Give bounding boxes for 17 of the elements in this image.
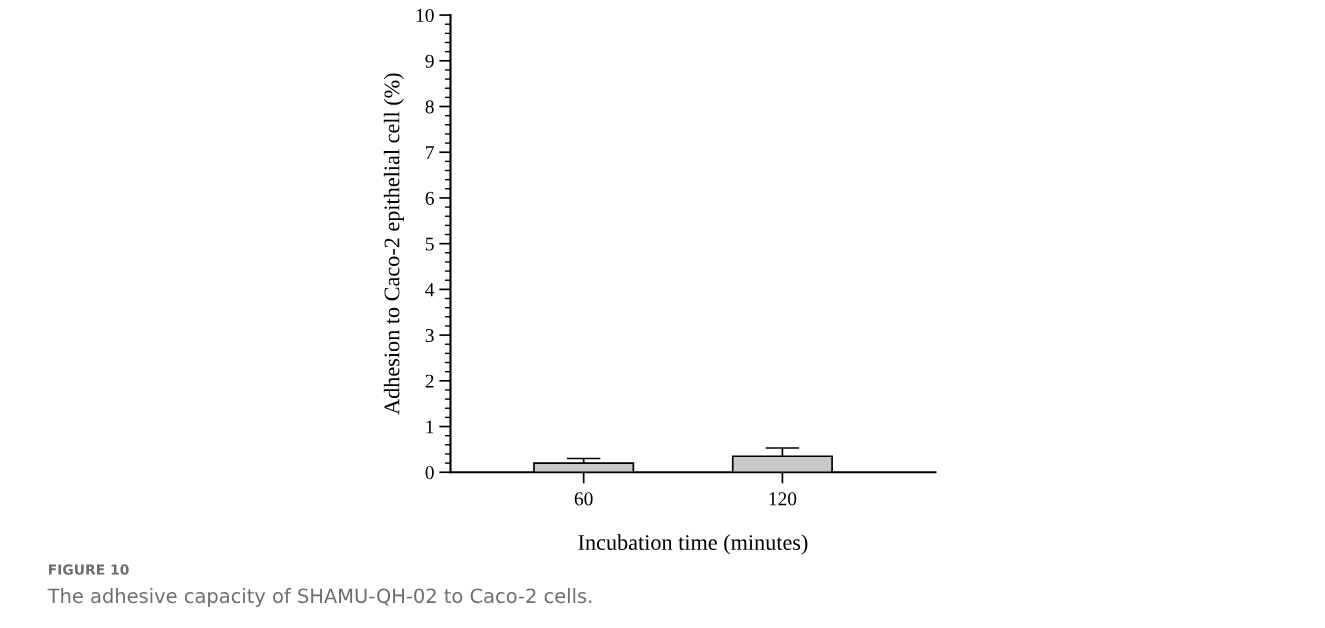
- y-tick-label: 8: [425, 100, 434, 114]
- text: The adhesive capacity of SHAMU-QH-02 to Caco-2 cells.: [47, 588, 592, 607]
- x-tick-label: 120: [769, 492, 797, 506]
- y-tick-label: 4: [425, 283, 435, 297]
- x-axis-title: Incubation time (minutes): [578, 534, 808, 555]
- y-tick-label: 10: [416, 8, 434, 23]
- x-tick-label: 60: [574, 492, 593, 506]
- y-tick-label: 3: [425, 328, 434, 343]
- y-tick-label: 9: [425, 54, 434, 68]
- y-axis-title: Adhesion to Caco-2 epithelial cell (%): [383, 73, 404, 415]
- y-tick-label: 1: [426, 420, 434, 434]
- y-tick-label: 0: [425, 466, 434, 480]
- y-tick-label: 2: [425, 374, 434, 388]
- y-tick-label: 5: [425, 237, 434, 251]
- y-tick-label: 7: [426, 146, 434, 159]
- y-tick-label: 6: [425, 191, 434, 205]
- caption: FIGURE 10: [48, 564, 129, 575]
